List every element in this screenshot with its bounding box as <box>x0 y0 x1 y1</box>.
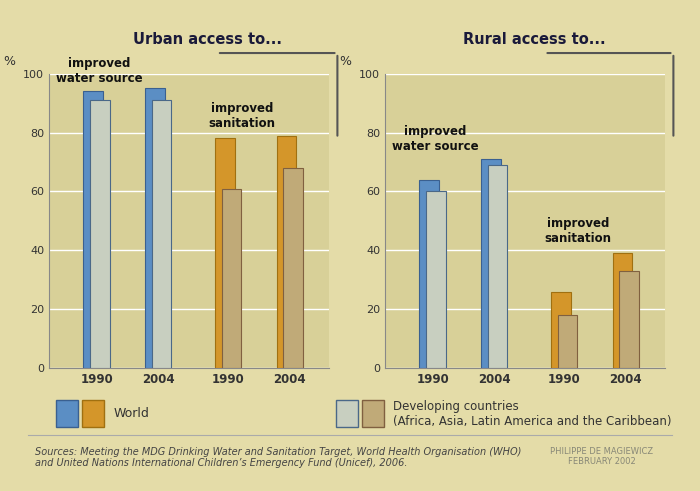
Bar <box>426 191 446 368</box>
Bar <box>90 100 110 368</box>
Text: %: % <box>340 55 351 68</box>
Bar <box>222 189 242 368</box>
Text: %: % <box>4 55 15 68</box>
Text: improved
sanitation: improved sanitation <box>209 102 276 130</box>
Bar <box>551 292 570 368</box>
Text: PHILIPPE DE MAGIEWICZ
FEBRUARY 2002: PHILIPPE DE MAGIEWICZ FEBRUARY 2002 <box>550 447 654 466</box>
Text: World: World <box>113 407 149 420</box>
Text: Sources: Meeting the MDG Drinking Water and Sanitation Target, World Health Orga: Sources: Meeting the MDG Drinking Water … <box>35 447 522 468</box>
Text: Developing countries
(Africa, Asia, Latin America and the Caribbean): Developing countries (Africa, Asia, Lati… <box>393 400 672 428</box>
Bar <box>284 168 303 368</box>
Bar <box>488 165 508 368</box>
Bar <box>612 253 632 368</box>
Text: improved
sanitation: improved sanitation <box>545 217 612 245</box>
Bar <box>145 88 164 368</box>
Bar <box>620 271 639 368</box>
Bar <box>276 136 296 368</box>
Text: Urban access to...: Urban access to... <box>133 32 282 47</box>
Bar <box>83 91 103 368</box>
Bar <box>481 159 500 368</box>
Text: improved
water source: improved water source <box>56 57 143 85</box>
Bar <box>152 100 172 368</box>
Text: improved
water source: improved water source <box>392 125 479 153</box>
Bar <box>419 180 439 368</box>
Bar <box>558 315 577 368</box>
Bar <box>215 138 235 368</box>
Text: Rural access to...: Rural access to... <box>463 32 606 47</box>
